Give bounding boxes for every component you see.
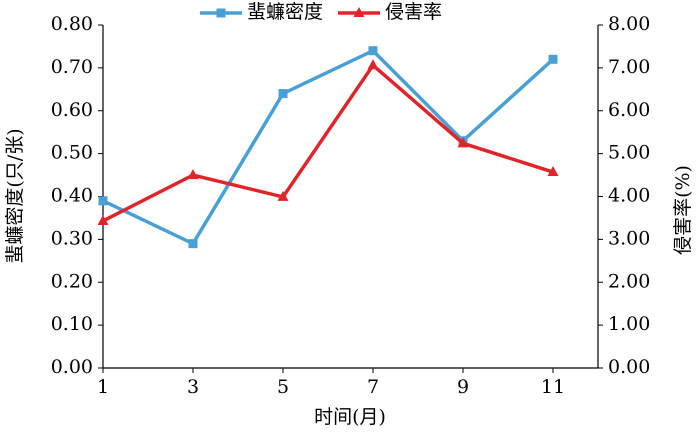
y-tick-label: 0.00 [51, 356, 93, 378]
y2-tick-label: 6.00 [608, 99, 650, 121]
y-tick-label: 0.10 [51, 313, 93, 335]
x-tick-label: 1 [97, 376, 109, 398]
y2-axis-label: 侵害率(%) [672, 165, 694, 255]
x-tick-label: 11 [541, 376, 565, 398]
y2-tick-label: 1.00 [608, 313, 650, 335]
point [367, 59, 379, 70]
point [188, 239, 198, 249]
series-line [102, 48, 555, 246]
y2-tick-label: 7.00 [608, 56, 650, 78]
point [187, 169, 199, 180]
point [98, 196, 108, 206]
y2-tick-label: 0.00 [608, 356, 650, 378]
y-tick-label: 0.60 [51, 99, 93, 121]
y-tick-label: 0.30 [51, 227, 93, 249]
y-axis-label: 蜚蠊密度(只/张) [4, 128, 26, 263]
y2-tick-label: 8.00 [608, 13, 650, 35]
point [368, 46, 378, 56]
point [457, 137, 469, 148]
x-tick-label: 3 [187, 376, 199, 398]
y2-tick-label: 5.00 [608, 142, 650, 164]
y-tick-label: 0.50 [51, 142, 93, 164]
legend-marker [353, 7, 365, 17]
y2-tick-label: 2.00 [608, 270, 650, 292]
series-line [102, 62, 554, 223]
legend-marker [216, 8, 226, 18]
y-tick-label: 0.70 [51, 56, 93, 78]
legend-label: 侵害率 [385, 1, 442, 23]
point [277, 190, 289, 201]
point [97, 214, 109, 225]
x-tick-label: 5 [277, 376, 289, 398]
point [548, 54, 558, 64]
y2-tick-label: 4.00 [608, 185, 650, 207]
y-tick-label: 0.20 [51, 270, 93, 292]
point [547, 166, 559, 177]
x-tick-label: 7 [367, 376, 379, 398]
x-tick-label: 9 [457, 376, 469, 398]
legend-label: 蜚蠊密度 [247, 1, 323, 23]
point [278, 89, 288, 99]
y-tick-label: 0.80 [51, 13, 93, 35]
y-tick-label: 0.40 [51, 185, 93, 207]
y2-tick-label: 3.00 [608, 227, 650, 249]
x-axis-label: 时间(月) [314, 406, 386, 428]
